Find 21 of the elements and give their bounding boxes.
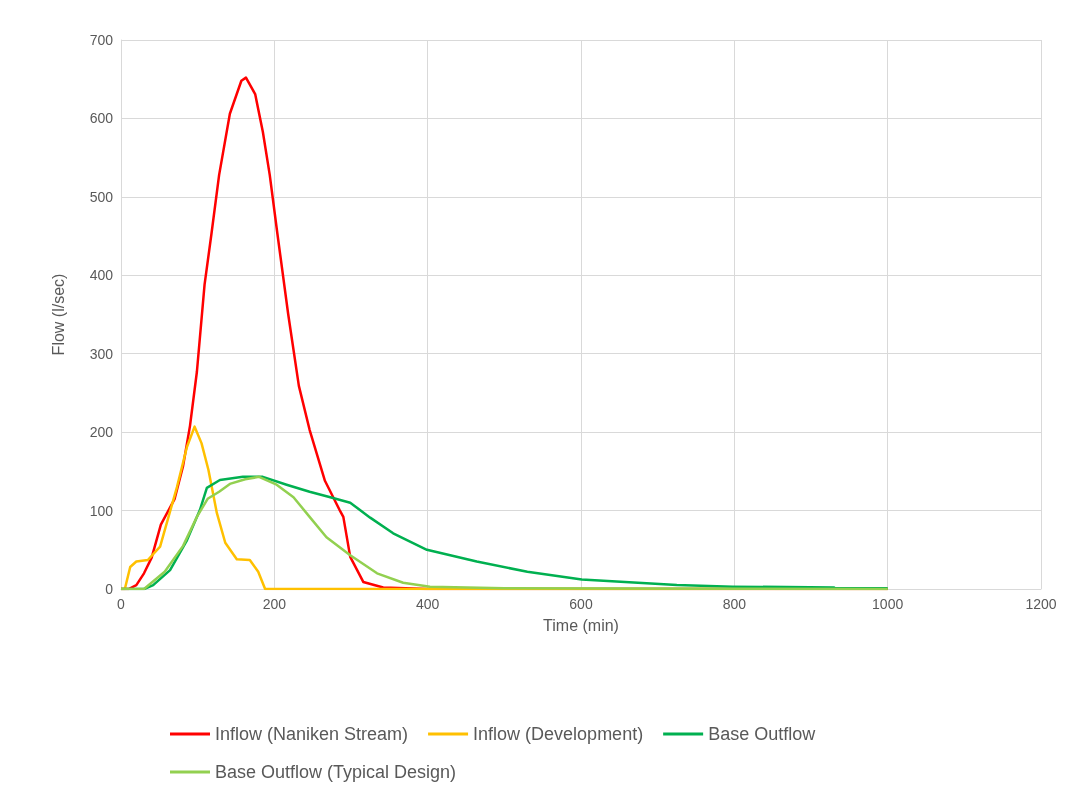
y-tick-label: 100 xyxy=(89,502,114,519)
y-tick-label: 0 xyxy=(105,581,114,597)
y-tick-label: 500 xyxy=(89,188,114,205)
y-tick-label: 600 xyxy=(89,110,114,127)
y-tick-label: 300 xyxy=(89,345,114,362)
legend-label: Base Outflow (Typical Design) xyxy=(215,762,457,782)
y-tick-label: 400 xyxy=(89,267,114,284)
x-tick-label: 1200 xyxy=(1025,596,1057,612)
y-axis-title: Flow (l/sec) xyxy=(49,273,67,356)
legend-label: Inflow (Development) xyxy=(473,724,644,744)
x-tick-label: 200 xyxy=(262,596,287,612)
x-tick-label: 0 xyxy=(117,596,126,612)
x-tick-label: 600 xyxy=(569,596,593,612)
y-tick-label: 700 xyxy=(89,32,114,48)
x-axis-title: Time (min) xyxy=(543,616,619,634)
x-tick-label: 1000 xyxy=(872,596,904,612)
x-tick-label: 400 xyxy=(415,596,440,612)
legend-label: Base Outflow xyxy=(708,724,817,744)
x-tick-label: 800 xyxy=(722,596,747,612)
legend-label: Inflow (Naniken Stream) xyxy=(215,724,409,744)
y-tick-label: 200 xyxy=(89,424,114,441)
